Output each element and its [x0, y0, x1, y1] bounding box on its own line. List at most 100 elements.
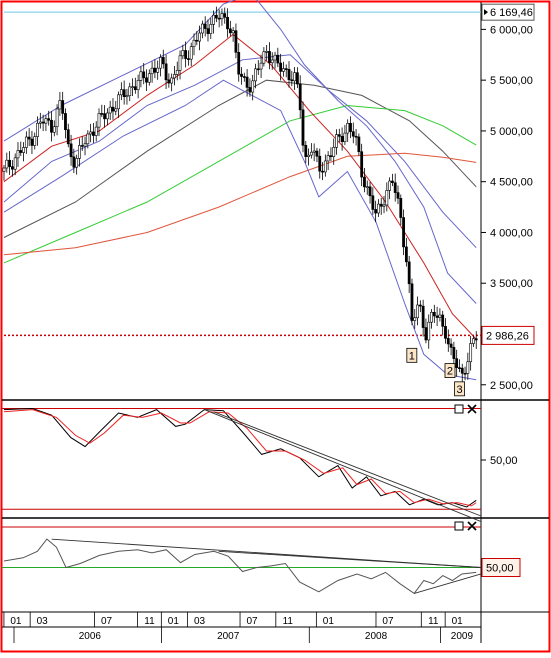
candle-body [200, 23, 204, 34]
candlestick [214, 6, 218, 23]
candle-body [170, 77, 174, 84]
candlestick [349, 116, 352, 139]
candlestick [8, 151, 11, 175]
candlestick [61, 91, 65, 120]
candle-body [13, 157, 17, 170]
candlestick [78, 138, 81, 167]
candlestick [446, 329, 450, 352]
candle-body [94, 126, 98, 136]
candlestick [407, 255, 411, 293]
candlestick [52, 120, 56, 137]
high-value-badge: 6 169,46 [481, 3, 535, 21]
candlestick [402, 209, 405, 256]
candlestick [365, 180, 369, 195]
candlestick [284, 64, 288, 78]
candle-body [301, 109, 305, 146]
candlestick [145, 69, 148, 92]
candle-body [27, 136, 31, 140]
candle-body [446, 338, 450, 345]
candle-body [181, 50, 185, 57]
candle-body [360, 151, 364, 178]
candle-body [385, 190, 389, 206]
wave-marker-label: 1 [409, 350, 415, 362]
candlestick [240, 67, 243, 85]
candle-body [156, 67, 160, 73]
candle-body [391, 180, 394, 184]
candle-body [276, 54, 280, 64]
candlestick [187, 50, 190, 66]
candlestick [393, 173, 397, 202]
candle-body [368, 186, 372, 197]
candle-body [41, 121, 45, 124]
candlestick [50, 111, 53, 142]
candle-body [195, 39, 199, 42]
candlestick [441, 310, 445, 336]
candlestick [72, 148, 76, 174]
candle-body [279, 62, 283, 72]
candle-body [10, 166, 14, 170]
candlestick [195, 31, 199, 46]
candle-body [175, 70, 179, 75]
candlestick [22, 142, 25, 162]
candlestick [13, 153, 17, 176]
year-label: 2008 [365, 631, 388, 642]
candlestick [290, 70, 294, 87]
candle-body [287, 69, 291, 81]
close-icon [467, 404, 477, 414]
wave-marker-box [454, 381, 465, 397]
candle-body [318, 155, 322, 172]
candle-body [97, 113, 101, 128]
candlestick [410, 278, 414, 326]
candle-body [374, 209, 378, 214]
candlestick [16, 142, 20, 167]
candle-body [340, 136, 344, 142]
candle-body [382, 204, 386, 207]
candlestick [119, 82, 123, 101]
candlestick [228, 20, 232, 37]
month-label: 01 [452, 616, 464, 627]
candlestick [421, 299, 425, 337]
candlestick [248, 78, 252, 97]
candle-body [357, 136, 361, 152]
candle-body [147, 73, 151, 83]
candlestick [234, 23, 238, 59]
candlestick [262, 47, 266, 67]
candlestick [460, 363, 464, 382]
candlestick [105, 108, 109, 126]
candle-body [240, 73, 243, 77]
candle-body [262, 51, 266, 64]
candle-body [58, 100, 62, 110]
month-label: 07 [101, 616, 113, 627]
candle-body [254, 68, 257, 82]
candlestick [321, 162, 324, 181]
candlestick [97, 108, 101, 137]
candlestick [293, 67, 297, 90]
candlestick [343, 124, 347, 146]
candle-body [404, 246, 408, 263]
candle-body [273, 54, 277, 61]
candle-body [309, 151, 313, 156]
month-label: 07 [246, 616, 258, 627]
candle-body [78, 145, 81, 159]
candlestick [83, 136, 87, 156]
candlestick [237, 43, 241, 82]
candle-body [52, 126, 56, 133]
candle-body [187, 58, 190, 60]
month-label: 11 [283, 616, 294, 627]
candle-body [416, 304, 419, 319]
candlestick [273, 51, 277, 69]
candle-body [410, 283, 414, 321]
candle-body [220, 13, 224, 20]
candle-body [119, 89, 123, 96]
rsi-trendline [414, 573, 482, 594]
month-label: 07 [382, 616, 394, 627]
candle-body [402, 217, 405, 248]
year-label: 2007 [217, 631, 240, 642]
candlestick [335, 129, 338, 155]
candle-body [282, 68, 285, 72]
candle-body [203, 23, 207, 29]
candlestick [270, 52, 274, 70]
candle-body [33, 136, 37, 146]
